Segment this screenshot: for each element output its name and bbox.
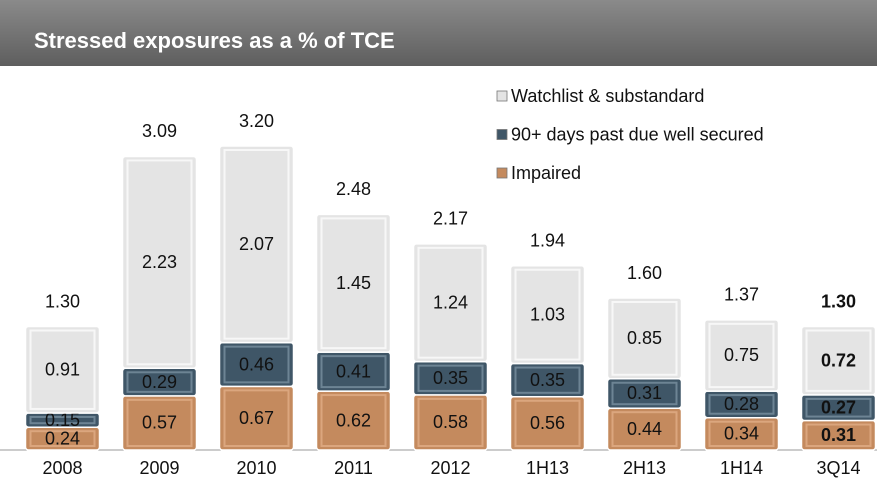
- segment-label: 1.03: [530, 304, 565, 324]
- x-tick-label: 2011: [334, 458, 373, 478]
- bar-bevel: [126, 371, 193, 393]
- segment-label: 2.07: [239, 234, 274, 254]
- legend-swatch: [496, 129, 508, 140]
- bar-bevel: [320, 217, 387, 350]
- segment-label: 0.29: [142, 372, 177, 392]
- total-label: 1.94: [530, 230, 565, 250]
- bar-bevel: [223, 149, 290, 340]
- bar-bevel: [29, 329, 96, 410]
- bar-bevel: [320, 394, 387, 448]
- segment-label: 0.91: [45, 359, 80, 379]
- legend-label: Impaired: [511, 163, 581, 183]
- bar-bevel: [514, 399, 581, 447]
- bar-segment: [315, 213, 392, 353]
- segment-label: 0.34: [724, 424, 759, 444]
- bar-segment: [509, 264, 586, 365]
- bar-bevel: [708, 394, 775, 415]
- x-tick-label: 2H13: [623, 458, 666, 478]
- segment-label: 0.35: [530, 370, 565, 390]
- segment-label: 0.24: [45, 428, 80, 448]
- x-tick-label: 2010: [236, 458, 276, 478]
- segment-label: 0.72: [821, 350, 856, 370]
- bar-segment: [412, 243, 489, 363]
- bar-bevel: [417, 397, 484, 447]
- bar-bevel: [805, 329, 872, 392]
- bar-bevel: [708, 322, 775, 389]
- segment-label: 2.23: [142, 252, 177, 272]
- total-label: 3.09: [142, 121, 177, 141]
- bar-bevel: [611, 381, 678, 406]
- bar-bevel: [126, 159, 193, 366]
- segment-label: 0.41: [336, 361, 371, 381]
- total-label: 2.17: [433, 209, 468, 229]
- segment-label: 0.35: [433, 368, 468, 388]
- bar-bevel: [223, 389, 290, 448]
- x-tick-label: 2008: [42, 458, 82, 478]
- segment-label: 0.44: [627, 419, 662, 439]
- bar-segment: [800, 325, 877, 396]
- x-tick-label: 1H13: [526, 458, 569, 478]
- bar-segment: [121, 155, 198, 370]
- bar-bevel: [29, 415, 96, 425]
- segment-label: 0.62: [336, 410, 371, 430]
- x-tick-label: 1H14: [720, 458, 763, 478]
- bar-segment: [218, 145, 295, 344]
- header-bar: [0, 0, 877, 66]
- bar-bevel: [805, 397, 872, 418]
- total-label: 1.30: [821, 291, 856, 311]
- segment-label: 0.57: [142, 413, 177, 433]
- total-label: 2.48: [336, 179, 371, 199]
- bar-bevel: [126, 398, 193, 448]
- segment-label: 0.46: [239, 354, 274, 374]
- segment-label: 0.75: [724, 345, 759, 365]
- bar-bevel: [514, 366, 581, 394]
- segment-label: 1.45: [336, 273, 371, 293]
- bar-bevel: [320, 355, 387, 389]
- total-label: 3.20: [239, 111, 274, 131]
- total-label: 1.30: [45, 291, 80, 311]
- segment-label: 0.31: [627, 383, 662, 403]
- bar-bevel: [417, 364, 484, 392]
- x-tick-label: 2012: [430, 458, 470, 478]
- total-label: 1.60: [627, 263, 662, 283]
- bar-segment: [703, 319, 780, 392]
- bar-bevel: [223, 345, 290, 384]
- bar-bevel: [611, 411, 678, 448]
- bar-bevel: [611, 301, 678, 376]
- segment-label: 1.24: [433, 293, 468, 313]
- chart-title: Stressed exposures as a % of TCE: [34, 28, 395, 53]
- x-tick-label: 3Q14: [816, 458, 860, 478]
- bar-bevel: [514, 268, 581, 361]
- total-label: 1.37: [724, 285, 759, 305]
- legend-swatch: [496, 167, 508, 179]
- segment-label: 0.85: [627, 328, 662, 348]
- bar-bevel: [417, 246, 484, 359]
- legend-swatch: [496, 90, 508, 102]
- x-tick-label: 2009: [139, 458, 179, 478]
- legend-label: Watchlist & substandard: [511, 86, 704, 106]
- segment-label: 0.15: [45, 410, 80, 430]
- bar-bevel: [708, 420, 775, 448]
- segment-label: 0.56: [530, 413, 565, 433]
- segment-label: 0.58: [433, 412, 468, 432]
- bar-segment: [606, 297, 683, 380]
- segment-label: 0.67: [239, 408, 274, 428]
- segment-label: 0.27: [821, 397, 856, 417]
- bar-bevel: [29, 430, 96, 448]
- segment-label: 0.28: [724, 394, 759, 414]
- segment-label: 0.31: [821, 425, 856, 445]
- bar-segment: [24, 325, 101, 414]
- legend-label: 90+ days past due well secured: [511, 124, 764, 144]
- bar-bevel: [805, 423, 872, 447]
